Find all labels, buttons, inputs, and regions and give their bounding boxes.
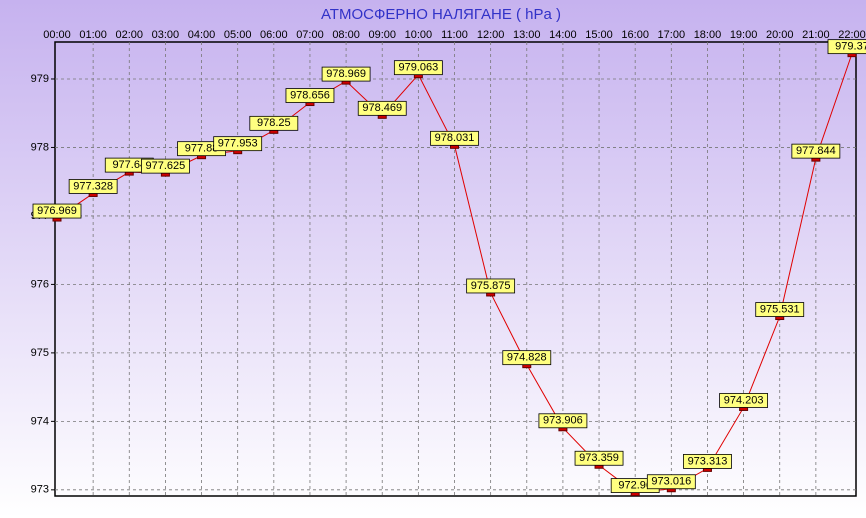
value-label-box [466, 278, 516, 294]
value-label-box [430, 130, 479, 146]
value-label-box [141, 158, 190, 174]
value-label: 977.953 [218, 138, 258, 150]
value-label-box [538, 413, 588, 429]
value-label-box [574, 450, 624, 466]
x-tick-label: 19:00 [730, 29, 758, 41]
value-label-box [213, 136, 263, 152]
value-label: 977.328 [73, 180, 113, 192]
value-label-box [646, 474, 696, 490]
value-label: 977.88 [185, 143, 219, 155]
value-label: 979.37 [835, 41, 866, 53]
value-label: 973.906 [543, 415, 583, 427]
x-tick-label: 04:00 [188, 29, 216, 41]
y-tick-label: 973 [31, 484, 49, 496]
value-label: 973.359 [579, 452, 619, 464]
value-label-box [321, 66, 371, 82]
x-tick-label: 15:00 [585, 29, 613, 41]
value-label-box [249, 115, 299, 131]
value-label-box [32, 203, 82, 219]
value-label: 978.25 [257, 117, 291, 129]
x-tick-label: 12:00 [477, 29, 505, 41]
chart-title: АТМОСФЕРНО НАЛЯГАНЕ ( hPa ) [321, 6, 561, 23]
x-tick-label: 00:00 [43, 29, 71, 41]
value-label: 973.016 [651, 476, 691, 488]
plot-frame [54, 41, 857, 497]
x-tick-label: 03:00 [152, 29, 180, 41]
x-tick-label: 02:00 [116, 29, 144, 41]
value-label-box [719, 393, 768, 408]
value-label-box [791, 143, 841, 159]
value-label: 978.031 [435, 132, 475, 144]
x-tick-label: 08:00 [332, 29, 360, 41]
value-label-box [683, 454, 732, 469]
x-tick-label: 13:00 [513, 29, 541, 41]
x-tick-label: 06:00 [260, 29, 288, 41]
value-label: 977.844 [796, 145, 836, 157]
value-label-box [393, 60, 443, 76]
value-label: 976.969 [37, 205, 77, 217]
value-label: 972.96 [618, 479, 652, 491]
value-label-box [827, 39, 866, 55]
value-label: 978.969 [326, 68, 366, 80]
value-label: 977.625 [146, 160, 186, 172]
value-label-box [755, 302, 805, 317]
y-tick-label: 978 [31, 141, 49, 153]
value-label-box [68, 179, 118, 194]
value-label: 974.203 [724, 394, 764, 406]
x-tick-label: 22:00 [838, 29, 866, 41]
x-tick-label: 17:00 [658, 29, 686, 41]
value-label: 978.469 [362, 102, 402, 114]
x-tick-label: 21:00 [802, 29, 830, 41]
y-tick-label: 974 [31, 415, 49, 427]
x-tick-label: 05:00 [224, 29, 252, 41]
y-tick-label: 979 [31, 73, 49, 85]
x-tick-label: 09:00 [368, 29, 396, 41]
value-label: 973.313 [688, 455, 728, 467]
x-tick-label: 20:00 [766, 29, 794, 41]
x-tick-label: 18:00 [694, 29, 722, 41]
value-label: 975.875 [471, 280, 511, 292]
x-tick-label: 10:00 [405, 29, 433, 41]
value-label: 977.64 [112, 159, 146, 171]
value-label: 975.531 [760, 303, 800, 315]
x-tick-label: 11:00 [441, 29, 468, 41]
value-label: 978.656 [290, 89, 330, 101]
x-tick-label: 16:00 [621, 29, 649, 41]
y-tick-label: 975 [31, 347, 49, 359]
value-label-box [502, 350, 552, 366]
x-tick-label: 01:00 [79, 29, 107, 41]
value-label-box [357, 100, 407, 116]
x-tick-label: 07:00 [296, 29, 324, 41]
value-label: 974.828 [507, 352, 547, 364]
value-label-box [285, 88, 335, 103]
value-label: 979.063 [398, 62, 438, 74]
y-tick-label: 976 [31, 278, 49, 290]
x-tick-label: 14:00 [549, 29, 577, 41]
